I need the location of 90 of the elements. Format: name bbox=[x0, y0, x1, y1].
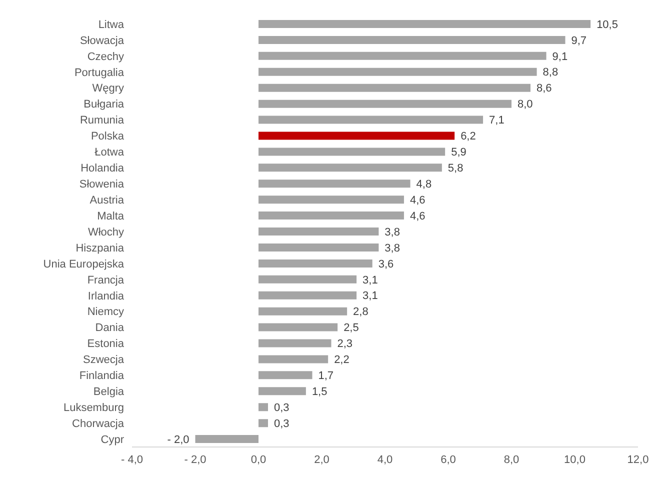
data-label: 0,3 bbox=[274, 418, 290, 430]
y-tick-label: Polska bbox=[90, 130, 125, 143]
y-tick-label: Estonia bbox=[87, 338, 125, 350]
x-tick-label: 4,0 bbox=[377, 454, 393, 466]
x-tick-label: 12,0 bbox=[627, 454, 649, 466]
y-tick-label: Irlandia bbox=[88, 290, 125, 302]
bar bbox=[258, 323, 338, 332]
data-label: 3,8 bbox=[384, 242, 400, 254]
y-tick-label: Szwecja bbox=[83, 354, 125, 366]
data-label: 2,2 bbox=[334, 354, 350, 366]
bar bbox=[258, 52, 546, 60]
data-label: 8,0 bbox=[518, 98, 533, 111]
data-label: 7,1 bbox=[489, 114, 504, 127]
bar bbox=[258, 419, 268, 428]
bar bbox=[258, 116, 484, 124]
bar bbox=[258, 403, 268, 412]
bar bbox=[258, 259, 372, 268]
bar bbox=[258, 291, 357, 300]
y-tick-label: Malta bbox=[97, 210, 125, 222]
y-tick-label: Słowenia bbox=[79, 178, 125, 191]
y-tick-label: Holandia bbox=[80, 162, 125, 175]
bar bbox=[258, 212, 404, 220]
bar bbox=[258, 196, 404, 204]
bar bbox=[258, 243, 379, 252]
bar bbox=[258, 68, 537, 76]
x-tick-label: 10,0 bbox=[564, 454, 586, 466]
bar bbox=[258, 148, 446, 156]
bar bbox=[258, 307, 348, 316]
data-label: 8,8 bbox=[542, 66, 558, 79]
bar bbox=[258, 355, 328, 364]
data-label: 2,8 bbox=[353, 306, 368, 318]
data-label: 4,6 bbox=[410, 210, 426, 222]
data-label: - 2,0 bbox=[167, 434, 190, 446]
data-label: 9,7 bbox=[571, 34, 587, 47]
data-label: 3,6 bbox=[378, 258, 394, 270]
data-label: 5,8 bbox=[448, 162, 464, 175]
data-label: 4,8 bbox=[416, 178, 432, 190]
y-tick-label: Bułgaria bbox=[84, 98, 125, 111]
bar bbox=[258, 371, 312, 380]
bar bbox=[258, 387, 306, 396]
y-tick-label: Chorwacja bbox=[72, 418, 125, 430]
bar bbox=[258, 164, 442, 172]
y-tick-label: Luksemburg bbox=[63, 402, 124, 414]
x-tick-label: 0,0 bbox=[250, 454, 266, 466]
x-tick-label: - 2,0 bbox=[184, 454, 206, 466]
y-tick-label: Rumunia bbox=[80, 114, 125, 127]
x-tick-label: 2,0 bbox=[314, 454, 330, 466]
bar bbox=[258, 228, 379, 236]
y-tick-label: Finlandia bbox=[79, 370, 125, 382]
y-tick-label: Belgia bbox=[93, 386, 125, 398]
x-tick-label: - 4,0 bbox=[120, 454, 144, 466]
bar bbox=[258, 20, 591, 28]
y-tick-label: Francja bbox=[87, 274, 125, 286]
data-label: 9,1 bbox=[552, 50, 568, 63]
bar bbox=[258, 36, 566, 44]
y-tick-label: Węgry bbox=[92, 82, 124, 95]
x-tick-label: 6,0 bbox=[440, 454, 456, 466]
data-label: 3,1 bbox=[362, 274, 378, 286]
y-tick-label: Hiszpania bbox=[76, 242, 125, 254]
y-tick-label: Niemcy bbox=[87, 306, 124, 318]
data-label: 1,5 bbox=[312, 386, 328, 398]
y-tick-label: Unia Europejska bbox=[43, 258, 125, 270]
y-tick-label: Łotwa bbox=[94, 146, 125, 159]
bar bbox=[258, 180, 410, 188]
y-tick-label: Austria bbox=[90, 194, 125, 206]
y-tick-label: Portugalia bbox=[74, 66, 125, 79]
data-label: 3,1 bbox=[362, 290, 378, 302]
y-tick-label: Włochy bbox=[88, 226, 124, 238]
bar bbox=[258, 339, 332, 348]
data-label: 8,6 bbox=[536, 82, 552, 95]
y-tick-label: Czechy bbox=[87, 50, 124, 63]
x-tick-label: 8,0 bbox=[504, 454, 520, 466]
y-tick-label: Dania bbox=[95, 322, 125, 334]
bar bbox=[258, 84, 530, 92]
data-label: 5,9 bbox=[451, 146, 466, 159]
data-label: 2,5 bbox=[344, 322, 359, 334]
bar bbox=[258, 100, 512, 108]
data-label: 3,8 bbox=[384, 226, 400, 238]
data-label: 4,6 bbox=[410, 194, 426, 206]
bar bbox=[258, 132, 455, 140]
data-label: 10,5 bbox=[596, 18, 618, 31]
y-tick-label: Litwa bbox=[98, 18, 125, 31]
y-tick-label: Cypr bbox=[100, 434, 124, 446]
data-label: 2,3 bbox=[337, 338, 353, 350]
data-label: 6,2 bbox=[460, 130, 476, 143]
bar bbox=[258, 275, 357, 284]
y-tick-label: Słowacja bbox=[80, 34, 125, 47]
bar bbox=[195, 435, 258, 444]
data-label: 0,3 bbox=[274, 402, 290, 414]
data-label: 1,7 bbox=[318, 370, 334, 382]
